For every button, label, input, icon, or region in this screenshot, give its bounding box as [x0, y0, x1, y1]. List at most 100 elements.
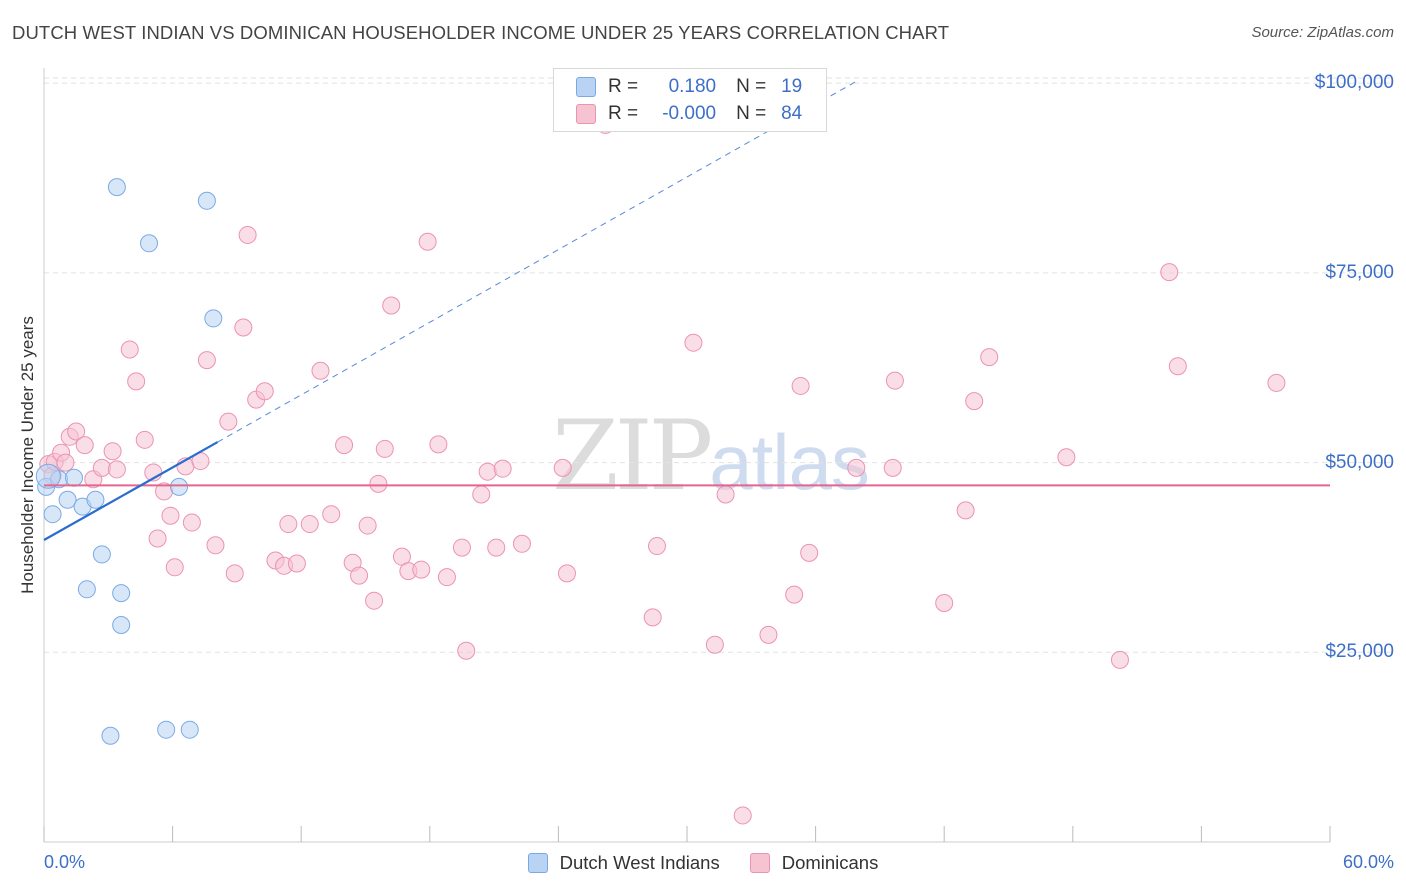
- dominican-point: [311, 361, 330, 380]
- dutch-west-indian-point: [157, 720, 176, 739]
- dominican-point: [956, 501, 975, 520]
- dominican-point: [219, 412, 238, 431]
- legend-r-label: R =: [608, 103, 639, 124]
- dutch-west-indian-point: [107, 178, 126, 197]
- dominican-point: [206, 536, 225, 555]
- dominican-point: [382, 296, 401, 315]
- dominican-point: [847, 458, 866, 477]
- dutch-west-indian-trend-line: [43, 441, 219, 541]
- dominican-point: [135, 430, 154, 449]
- dominican-point: [647, 537, 666, 556]
- dominican-point: [1267, 373, 1286, 392]
- dominican-point: [67, 422, 86, 441]
- dominican-point: [120, 340, 139, 359]
- dominican-point: [557, 564, 576, 583]
- dutch-west-indian-point: [58, 490, 77, 509]
- dominican-point: [1110, 650, 1129, 669]
- dutch-west-indian-point: [65, 468, 84, 487]
- series-legend: Dutch West Indians Dominicans: [0, 852, 1406, 874]
- dominican-point: [127, 372, 146, 391]
- dominican-point: [437, 568, 456, 587]
- dutch-west-indian-point: [204, 309, 223, 328]
- dominican-point: [300, 515, 319, 534]
- legend-label-dominicans: Dominicans: [781, 852, 879, 873]
- dutch-west-indian-point: [112, 584, 131, 603]
- dominican-point: [148, 529, 167, 548]
- dominican-point: [733, 806, 752, 825]
- legend-n-label: N =: [736, 76, 767, 97]
- dominican-point: [287, 554, 306, 573]
- legend-label-dutch-west-indians: Dutch West Indians: [559, 852, 720, 873]
- dominican-point: [716, 485, 735, 504]
- y-axis-label: Householder Income Under 25 years: [18, 316, 37, 594]
- dutch-west-indian-point: [112, 615, 131, 634]
- dominican-point: [350, 566, 369, 585]
- dominican-point: [255, 382, 274, 401]
- dominican-point: [225, 564, 244, 583]
- dominican-point: [56, 453, 75, 472]
- dutch-west-indian-point: [197, 191, 216, 210]
- dutch-west-indian-point: [43, 505, 62, 524]
- dominican-point: [759, 625, 778, 644]
- legend-n-value: 84: [781, 103, 803, 124]
- dutch-west-indian-cluster-point: [35, 463, 61, 489]
- dutch-west-indian-trend-extension: [217, 79, 859, 443]
- dutch-west-indian-point: [77, 580, 96, 599]
- dominican-point: [512, 534, 531, 553]
- dutch-west-indian-point: [170, 477, 189, 496]
- dominican-point: [457, 641, 476, 660]
- dominican-point: [358, 516, 377, 535]
- correlation-legend: R = 0.180 N = 19 R = -0.000 N = 84: [553, 68, 827, 132]
- dominican-point: [493, 459, 512, 478]
- x-tick-max: 60.0%: [1342, 852, 1394, 872]
- legend-row-dominicans: R = -0.000 N = 84: [576, 102, 802, 126]
- dutch-west-indian-point: [86, 490, 105, 509]
- dominican-point: [684, 333, 703, 352]
- dominican-point: [785, 585, 804, 604]
- dominican-point: [935, 593, 954, 612]
- source-label: Source: ZipAtlas.com: [1251, 24, 1394, 41]
- dominican-point: [92, 458, 111, 477]
- dominican-point: [165, 558, 184, 577]
- dominican-point: [885, 371, 904, 390]
- legend-row-dutch-west-indians: R = 0.180 N = 19: [576, 75, 802, 99]
- dominican-point: [791, 376, 810, 395]
- dominican-point: [965, 392, 984, 411]
- dominican-point: [365, 591, 384, 610]
- legend-r-label: R =: [608, 76, 639, 97]
- legend-r-value: 0.180: [668, 76, 717, 97]
- dominican-point: [238, 225, 257, 244]
- dominican-point: [412, 560, 431, 579]
- legend-n-value: 19: [781, 76, 803, 97]
- dutch-west-indian-point: [101, 726, 120, 745]
- y-tick-label: $25,000: [1325, 641, 1394, 663]
- dominican-point: [75, 436, 94, 455]
- dominican-point: [322, 505, 341, 524]
- legend-item-dutch-west-indians[interactable]: Dutch West Indians: [527, 852, 720, 874]
- dominican-point: [705, 635, 724, 654]
- dominican-point: [279, 515, 298, 534]
- dominican-point: [478, 462, 497, 481]
- y-tick-label: $100,000: [1314, 72, 1394, 94]
- dominican-point: [335, 436, 354, 455]
- dominican-point: [472, 485, 491, 504]
- dominican-point: [375, 439, 394, 458]
- x-tick-min: 0.0%: [44, 852, 86, 872]
- legend-item-dominicans[interactable]: Dominicans: [749, 852, 879, 874]
- dominican-point: [800, 543, 819, 562]
- dominican-point: [980, 348, 999, 367]
- legend-swatch-pink: [749, 853, 770, 873]
- dominican-point: [107, 460, 126, 479]
- dutch-west-indian-point: [92, 545, 111, 564]
- dominican-point: [197, 351, 216, 370]
- dominican-point: [1160, 263, 1179, 282]
- legend-swatch-blue: [527, 853, 548, 873]
- dominican-point: [883, 458, 902, 477]
- dutch-west-indian-point: [180, 720, 199, 739]
- legend-n-label: N =: [736, 103, 767, 124]
- dominican-point: [429, 435, 448, 454]
- dominican-point: [1057, 448, 1076, 467]
- y-tick-label: $50,000: [1325, 451, 1394, 473]
- dominican-point: [452, 538, 471, 557]
